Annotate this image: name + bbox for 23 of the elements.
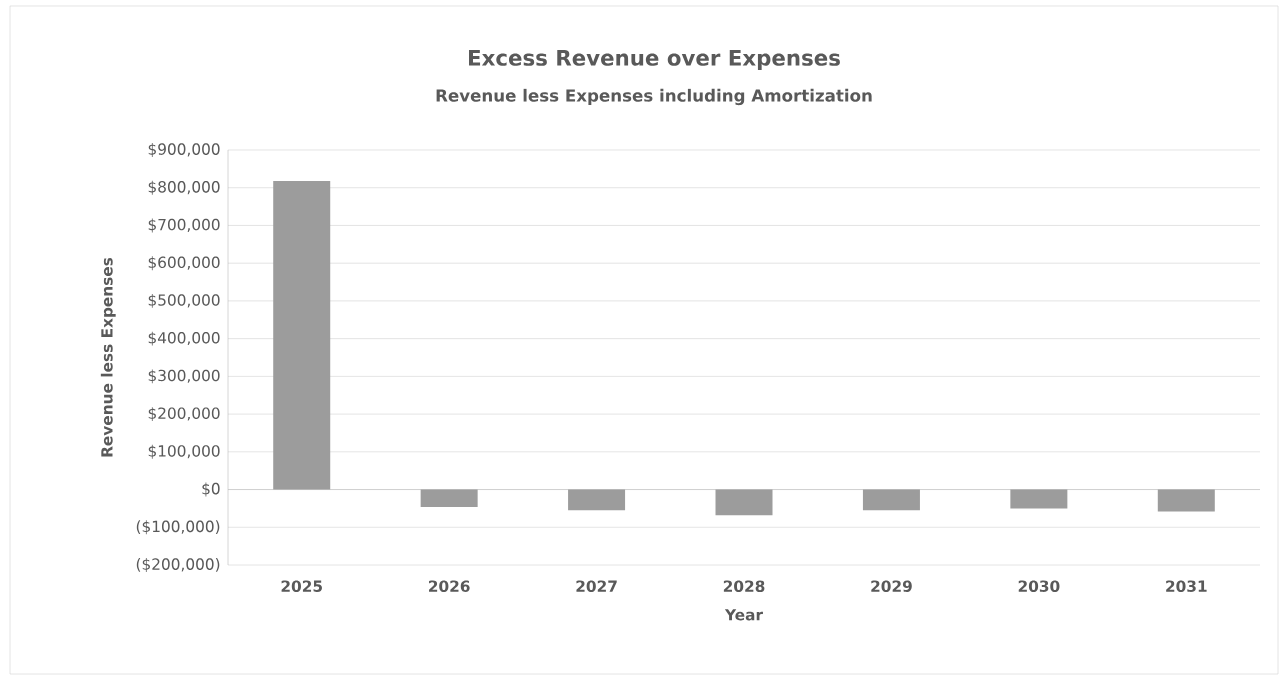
y-tick-label: ($200,000) xyxy=(136,558,220,572)
x-tick-label: 2028 xyxy=(723,580,765,592)
y-tick-label: $500,000 xyxy=(148,293,220,308)
x-tick-label: 2029 xyxy=(871,580,912,592)
x-tick-label: 2030 xyxy=(1018,580,1060,592)
y-tick-label: $900,000 xyxy=(148,143,220,157)
y-tick-label: $200,000 xyxy=(148,407,220,422)
x-tick-label: 2027 xyxy=(576,580,617,592)
y-tick-label: $400,000 xyxy=(148,331,220,346)
x-axis-title: Year xyxy=(724,609,763,621)
x-tick-label: 2025 xyxy=(281,580,322,592)
y-tick-label: $700,000 xyxy=(148,218,220,233)
chart-subtitle: Revenue less Expenses including Amortization xyxy=(436,88,872,106)
chart-title: Excess Revenue over Expenses xyxy=(469,50,840,70)
y-tick-label: $0 xyxy=(202,482,220,497)
x-tick-label: 2031 xyxy=(1166,580,1207,592)
x-tick-label: 2026 xyxy=(429,580,470,592)
y-tick-label: $100,000 xyxy=(148,444,220,459)
y-tick-label: $800,000 xyxy=(148,180,220,195)
y-tick-label: ($100,000) xyxy=(136,520,220,535)
y-tick-label: $300,000 xyxy=(148,369,220,384)
y-tick-label: $600,000 xyxy=(148,256,220,271)
y-axis-title: Revenue less Expenses xyxy=(100,257,116,457)
